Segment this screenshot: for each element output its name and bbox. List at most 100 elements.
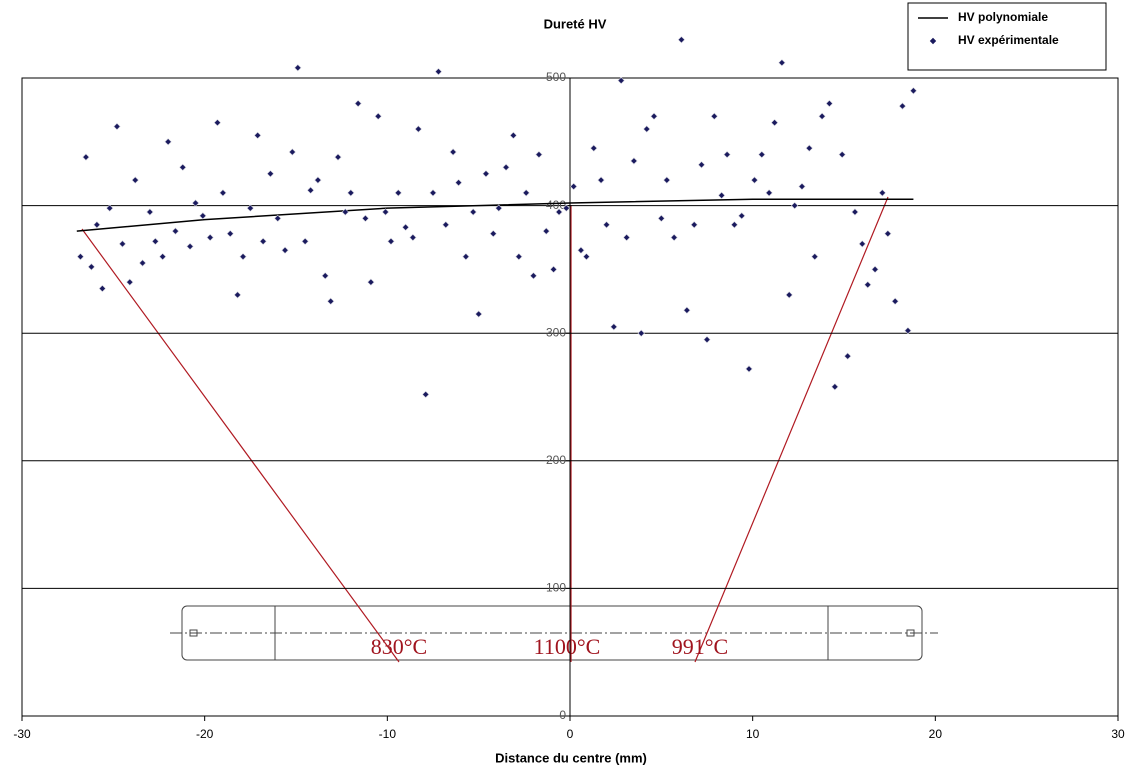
x-tick-label: -10 (379, 727, 397, 741)
y-tick-label: 100 (546, 581, 566, 595)
point (367, 278, 375, 286)
point (469, 208, 477, 216)
point (690, 221, 698, 229)
point (765, 189, 773, 197)
point (113, 122, 121, 131)
point (590, 144, 598, 152)
annotation-lines (81, 196, 889, 663)
point (623, 233, 631, 242)
point (442, 221, 450, 229)
point (770, 119, 779, 127)
point (610, 323, 618, 331)
point (643, 125, 651, 133)
point (570, 182, 578, 191)
point (535, 150, 543, 159)
point (831, 383, 839, 391)
point (723, 150, 731, 159)
fit-line (76, 198, 914, 232)
point (549, 265, 558, 274)
point (106, 204, 114, 212)
point (146, 208, 154, 216)
point (502, 163, 510, 171)
point (294, 64, 302, 72)
point (93, 221, 101, 229)
point (515, 253, 523, 261)
specimen-hole (189, 629, 198, 637)
specimen-drawing (170, 605, 938, 661)
point (811, 253, 819, 261)
legend-box (907, 2, 1107, 71)
point (904, 327, 912, 335)
point (82, 153, 90, 161)
point (288, 148, 296, 156)
y-tick-label: 200 (546, 453, 566, 467)
point (409, 233, 417, 242)
point (387, 237, 395, 245)
point (118, 240, 127, 248)
annotation: 830°C (371, 634, 427, 659)
point (884, 230, 892, 238)
x-tick-label: 20 (929, 727, 943, 741)
point (818, 112, 826, 120)
point (374, 112, 382, 120)
legend-label: HV polynomiale (958, 10, 1048, 24)
point (758, 150, 766, 159)
point (745, 365, 753, 373)
point (306, 186, 315, 194)
point (582, 253, 591, 261)
chart-title: Dureté HV (544, 16, 607, 31)
point (98, 284, 106, 293)
point (495, 204, 503, 212)
point (602, 221, 611, 229)
point (858, 240, 866, 248)
point (171, 227, 180, 235)
point (274, 214, 282, 222)
point (891, 297, 899, 305)
point (354, 99, 362, 108)
point (164, 138, 172, 146)
point (138, 259, 147, 267)
point (76, 253, 85, 261)
point (650, 112, 658, 120)
point (717, 191, 726, 200)
point (555, 208, 563, 216)
point (909, 87, 918, 95)
point (489, 230, 497, 238)
y-tick-label: 0 (559, 708, 566, 722)
point (785, 291, 793, 299)
point (791, 201, 799, 210)
legend-swatch (929, 37, 937, 45)
point (462, 253, 470, 261)
x-axis-label: Distance du centre (mm) (495, 750, 647, 765)
point (179, 163, 187, 171)
point (394, 189, 402, 197)
point (844, 352, 852, 360)
point (697, 161, 706, 169)
point (347, 189, 355, 197)
point (703, 335, 711, 344)
annotation: 1100°C (534, 634, 601, 659)
point (798, 182, 806, 191)
y-tick-label: 300 (546, 325, 566, 339)
point (301, 237, 309, 245)
point (670, 233, 678, 242)
point (266, 170, 275, 178)
point (825, 99, 834, 108)
point (878, 189, 886, 197)
point (341, 208, 349, 216)
point (422, 390, 430, 399)
point (199, 212, 207, 220)
point (361, 214, 370, 222)
y-tick-label: 400 (546, 198, 566, 212)
specimen-hole (906, 629, 915, 637)
point (677, 36, 686, 44)
point (131, 176, 139, 184)
point (683, 306, 691, 314)
point (219, 189, 227, 197)
x-tick-label: 0 (567, 727, 574, 741)
point (186, 242, 194, 251)
point (454, 179, 463, 187)
point (259, 237, 267, 245)
y-tick-label: 500 (546, 70, 566, 84)
annotation: 991°C (672, 634, 728, 659)
